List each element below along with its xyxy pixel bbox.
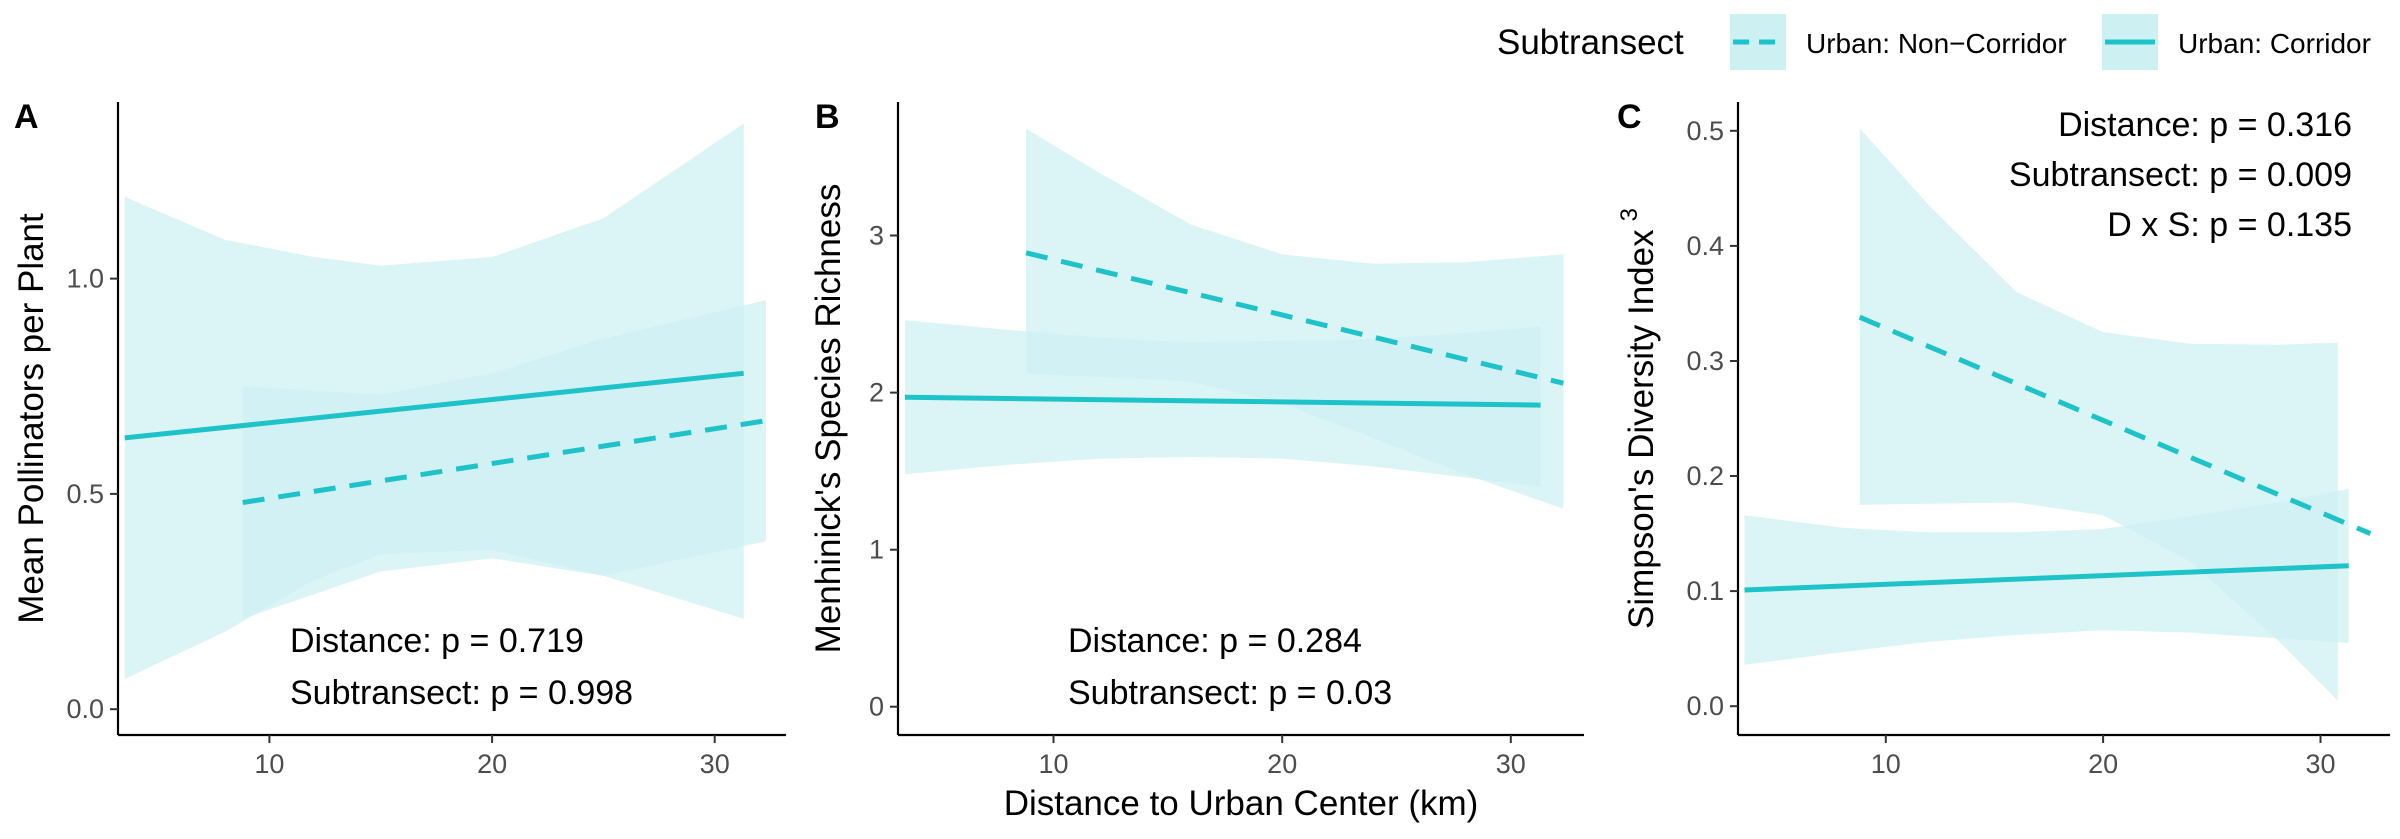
legend-label-corridor: Urban: Corridor xyxy=(2178,28,2371,59)
trend-line-non-corridor xyxy=(242,418,767,505)
panel-c: 0.0 0.1 0.2 0.3 0.4 0.5 10 20 30 C Simpson's Di… xyxy=(1616,98,2390,779)
y-tick-label: 0.2 xyxy=(1686,461,1724,491)
trend-line-non-corridor xyxy=(1858,314,2372,536)
x-tick-label: 30 xyxy=(700,749,730,779)
legend-item-non-corridor: Urban: Non−Corridor xyxy=(1730,14,2067,70)
trend-line-corridor xyxy=(124,370,744,441)
x-tick-label: 30 xyxy=(2305,749,2335,779)
y-tick-label: 1 xyxy=(869,535,884,565)
y-axis-title: Simpson's Diversity Index 3 xyxy=(1616,208,1661,629)
x-axis-title: Distance to Urban Center (km) xyxy=(1004,784,1479,823)
x-tick-label: 10 xyxy=(1871,749,1901,779)
y-tick-label: 1.0 xyxy=(66,264,104,294)
y-axis-title: Mean Pollinators per Plant xyxy=(12,213,51,624)
ci-ribbon-corridor xyxy=(124,123,744,679)
y-tick-label: 3 xyxy=(869,221,884,251)
y-tick-label: 0.5 xyxy=(66,479,104,509)
y-tick-label: 0.0 xyxy=(1686,691,1724,721)
y-tick-label: 0.4 xyxy=(1686,231,1724,261)
panel-tag: C xyxy=(1617,98,1642,136)
annotation-line: Subtransect: p = 0.03 xyxy=(1068,674,1392,712)
panel-b: 0 1 2 3 10 20 30 B Menhinick's Species Richne… xyxy=(809,98,1584,823)
annotation-line: Subtransect: p = 0.998 xyxy=(290,674,633,712)
x-tick-label: 30 xyxy=(1496,749,1526,779)
x-tick-label: 20 xyxy=(2088,749,2118,779)
y-axis-title-superscript: 3 xyxy=(1616,208,1643,221)
panel-tag: A xyxy=(14,98,39,136)
legend-item-corridor: Urban: Corridor xyxy=(2102,14,2371,70)
y-tick-label: 0.3 xyxy=(1686,346,1724,376)
trend-line-corridor xyxy=(1744,563,2349,593)
y-axis-title: Menhinick's Species Richness xyxy=(809,184,848,654)
x-tick-label: 10 xyxy=(254,749,284,779)
panel-tag: B xyxy=(815,98,840,136)
trend-line-non-corridor xyxy=(1025,250,1564,386)
legend-title: Subtransect xyxy=(1497,23,1684,62)
annotation-line: D x S: p = 0.135 xyxy=(2107,206,2352,244)
y-tick-label: 0.5 xyxy=(1686,116,1724,146)
y-tick-label: 0.1 xyxy=(1686,576,1724,606)
trend-line-corridor xyxy=(904,394,1541,408)
legend-label-non-corridor: Urban: Non−Corridor xyxy=(1806,28,2067,59)
y-tick-label: 0 xyxy=(869,692,884,722)
panel-a: 0.0 0.5 1.0 10 20 30 A Mean Pollinators per … xyxy=(12,98,786,779)
x-tick-label: 20 xyxy=(477,749,507,779)
annotation-line: Distance: p = 0.719 xyxy=(290,622,584,660)
annotation-line: Distance: p = 0.316 xyxy=(2058,106,2352,144)
y-tick-label: 0.0 xyxy=(66,694,104,724)
x-tick-label: 10 xyxy=(1038,749,1068,779)
annotation-line: Subtransect: p = 0.009 xyxy=(2009,156,2352,194)
x-tick-label: 20 xyxy=(1267,749,1297,779)
y-tick-label: 2 xyxy=(869,378,884,408)
annotation-line: Distance: p = 0.284 xyxy=(1068,622,1362,660)
legend: Subtransect Urban: Non−Corridor Urban: C… xyxy=(1497,14,2371,70)
y-axis-title-text: Simpson's Diversity Index xyxy=(1622,229,1661,629)
